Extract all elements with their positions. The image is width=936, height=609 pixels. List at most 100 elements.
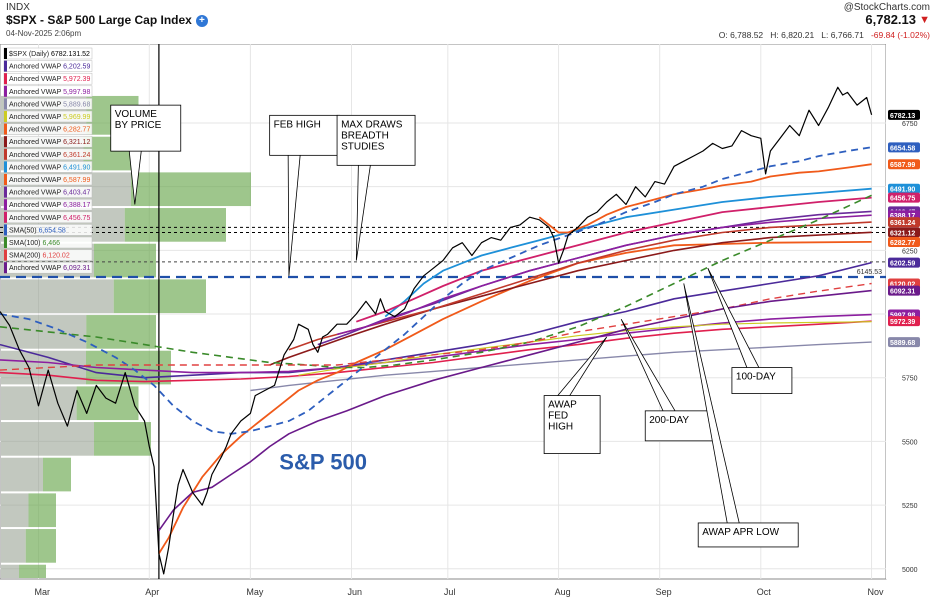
legend-label: Anchored VWAP 5,969.99 — [9, 114, 90, 121]
legend-label: Anchored VWAP 6,282.77 — [9, 127, 90, 134]
price-pill — [888, 236, 920, 247]
brand-logo[interactable]: @StockCharts.com — [843, 2, 930, 13]
callout-text: AWAP — [548, 400, 577, 411]
legend-swatch — [4, 148, 7, 160]
legend-label: SMA(50) 6,654.58 — [9, 227, 66, 234]
legend-label: Anchored VWAP 6,321.12 — [9, 139, 90, 146]
price-pill — [888, 183, 920, 194]
price-pill-label: 6782.13 — [890, 113, 915, 120]
vbp-bar-down — [1, 564, 19, 578]
legend-swatch — [4, 136, 7, 148]
callout-box — [269, 114, 341, 156]
legend-value: 6,282.77 — [63, 127, 90, 134]
callout-text: FED — [548, 411, 568, 422]
legend-swatch — [4, 123, 7, 135]
legend-label: Anchored VWAP 5,997.98 — [9, 89, 90, 96]
series-line[interactable] — [0, 86, 873, 575]
callout-text: MAX DRAWS — [341, 119, 403, 130]
legend-value: 6,654.58 — [39, 227, 66, 234]
series-line[interactable] — [158, 289, 872, 532]
y-tick-label: 5250 — [902, 503, 918, 510]
legend-label: $SPX (Daily) 6782.131.52 — [9, 51, 90, 58]
series-line[interactable] — [269, 231, 872, 366]
callout-text: FEB HIGH — [274, 119, 321, 130]
price-pill-label: 5997.98 — [890, 313, 915, 320]
x-tick-label: Nov — [868, 587, 885, 597]
price-pill-label: 6361.24 — [890, 220, 915, 227]
price-pill — [888, 285, 920, 296]
series-line[interactable] — [336, 214, 872, 336]
callout-box — [336, 114, 416, 166]
legend-label: Anchored VWAP 6,202.59 — [9, 64, 90, 71]
legend-swatch — [4, 237, 7, 248]
x-tick-label: Oct — [757, 587, 772, 597]
legend-swatch — [4, 85, 7, 97]
callout-text: BY PRICE — [115, 120, 162, 131]
price-pill-label: 6202.59 — [890, 261, 915, 268]
big-chart-label: S&P 500 — [279, 449, 367, 474]
legend-label: SMA(100) 6,466 — [9, 240, 60, 247]
legend-label: Anchored VWAP 6,388.17 — [9, 202, 90, 209]
last-price: 6,782.13 — [865, 12, 916, 27]
low-value: L: 6,766.71 — [821, 30, 864, 40]
series-line[interactable] — [0, 320, 872, 383]
callout-pointer — [287, 155, 301, 276]
chart-title[interactable]: $SPX - S&P 500 Large Cap Index + — [6, 13, 208, 27]
add-icon[interactable]: + — [195, 14, 208, 27]
legend-swatch — [4, 186, 7, 198]
x-tick-label: Sep — [656, 587, 672, 597]
series-line[interactable] — [538, 163, 872, 234]
legend-value: 5,889.68 — [63, 101, 90, 108]
vbp-bar-up — [28, 493, 56, 528]
legend-value: 6,491.90 — [63, 164, 90, 171]
y-tick-label: 6750 — [902, 121, 918, 128]
legend-swatch — [4, 211, 7, 223]
legend-value: 6,403.47 — [63, 190, 90, 197]
series-line[interactable] — [0, 146, 872, 435]
legend-swatch — [4, 73, 7, 85]
vbp-bar-down — [1, 529, 26, 563]
callout-text: STUDIES — [341, 141, 385, 152]
x-tick-label: Aug — [555, 587, 571, 597]
series-line[interactable] — [250, 341, 872, 392]
y-tick-label: 6250 — [902, 248, 918, 255]
reference-line-label: 6145.53 — [857, 269, 882, 276]
price-pill-label: 6321.12 — [890, 230, 915, 237]
price-pill-label: 5972.39 — [890, 319, 915, 326]
series-line[interactable] — [158, 241, 872, 554]
series-line[interactable] — [0, 313, 872, 374]
price-pill — [888, 316, 920, 327]
series-line[interactable] — [356, 196, 872, 323]
legend-value: 6,456.75 — [63, 215, 90, 222]
change-value: -69.84 (-1.02%) — [870, 30, 930, 40]
legend-value: 6,361.24 — [63, 152, 90, 159]
callout-text: 100-DAY — [736, 372, 776, 383]
y-tick-label: 5500 — [902, 439, 918, 446]
legend-value: 6,321.12 — [63, 139, 90, 146]
vbp-bar-up — [86, 315, 156, 349]
legend-swatch — [4, 161, 7, 173]
x-tick-label: Apr — [145, 587, 159, 597]
timestamp: 04-Nov-2025 2:06pm — [6, 29, 82, 38]
vbp-bar-up — [124, 208, 226, 242]
price-pill-label: 6120.02 — [890, 281, 915, 288]
legend-label: Anchored VWAP 5,889.68 — [9, 101, 90, 108]
callout-text: BREADTH — [341, 130, 389, 141]
callout-text: VOLUME — [115, 109, 158, 120]
price-pill-label: 6491.90 — [890, 187, 915, 194]
price-pill-label: 6587.99 — [890, 162, 915, 169]
callout-pointer — [707, 268, 760, 368]
series-line[interactable] — [0, 194, 872, 369]
legend-value: 5,969.99 — [63, 114, 90, 121]
callout-pointer — [355, 165, 371, 261]
vbp-bar-up — [19, 564, 46, 578]
legend-value: 6,388.17 — [63, 202, 90, 209]
price-pill-label: 5889.68 — [890, 340, 915, 347]
vbp-bar-up — [43, 457, 71, 492]
callout-box — [731, 367, 793, 394]
legend-value: 5,972.39 — [63, 76, 90, 83]
vbp-bar-down — [1, 315, 87, 349]
callout-pointer — [620, 318, 676, 412]
callout-pointer — [683, 283, 740, 524]
